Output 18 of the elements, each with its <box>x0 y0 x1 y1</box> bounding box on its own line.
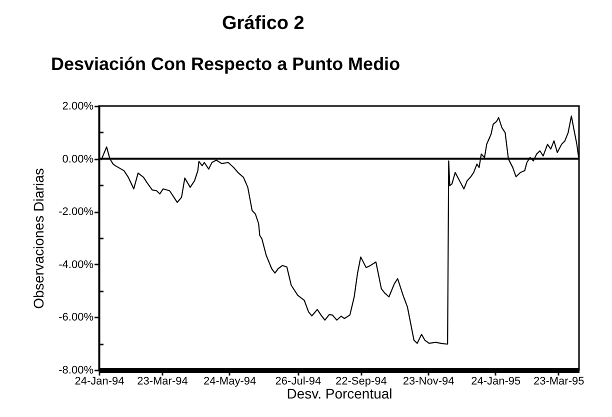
x-axis-title: Desv. Porcentual <box>286 386 392 402</box>
x-tick-label: 26-Jul-94 <box>275 376 322 388</box>
y-axis-title: Observaciones Diarias <box>30 168 47 309</box>
y-tick-label: -4.00% <box>58 258 94 271</box>
x-tick-label: 23-Nov-94 <box>402 376 454 388</box>
y-tick-label: -6.00% <box>58 312 94 324</box>
chart-title: Gráfico 2 <box>222 13 304 34</box>
x-tick-label: 23-Mar-95 <box>533 376 584 388</box>
x-tick-label: 23-Mar-94 <box>137 376 188 388</box>
y-tick-label: 2.00% <box>62 100 94 112</box>
y-tick-label: 0.00% <box>62 153 94 166</box>
chart-subtitle: Desviación Con Respecto a Punto Medio <box>51 54 400 74</box>
y-tick-label: -2.00% <box>58 206 94 218</box>
x-tick-label: 24-May-94 <box>204 376 256 388</box>
x-tick-label: 24-Jan-95 <box>471 376 521 388</box>
x-tick-label: 24-Jan-94 <box>74 376 124 388</box>
x-tick-label: 22-Sep-94 <box>336 376 387 388</box>
y-tick-label: -8.00% <box>58 364 94 376</box>
